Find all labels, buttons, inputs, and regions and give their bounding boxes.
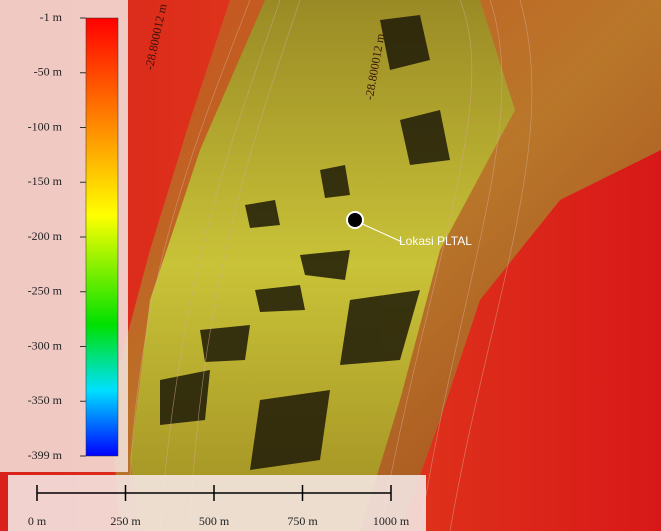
legend-label: -150 m bbox=[28, 174, 63, 188]
scale-label: 500 m bbox=[199, 514, 230, 528]
scale-label: 0 m bbox=[28, 514, 47, 528]
legend-label: -1 m bbox=[40, 10, 63, 24]
legend-label: -50 m bbox=[34, 65, 63, 79]
legend-label: -100 m bbox=[28, 119, 63, 133]
scale-label: 1000 m bbox=[373, 514, 410, 528]
legend-label: -399 m bbox=[28, 448, 63, 462]
map: -28.800012 m -28.800012 m Lokasi PLTAL -… bbox=[0, 0, 661, 531]
scale-label: 750 m bbox=[287, 514, 318, 528]
location-label: Lokasi PLTAL bbox=[399, 234, 472, 248]
color-bar bbox=[86, 18, 118, 456]
legend-label: -200 m bbox=[28, 229, 63, 243]
scale-label: 250 m bbox=[110, 514, 141, 528]
legend-label: -350 m bbox=[28, 393, 63, 407]
location-marker bbox=[347, 212, 363, 228]
legend-label: -300 m bbox=[28, 338, 63, 352]
legend-label: -250 m bbox=[28, 284, 63, 298]
